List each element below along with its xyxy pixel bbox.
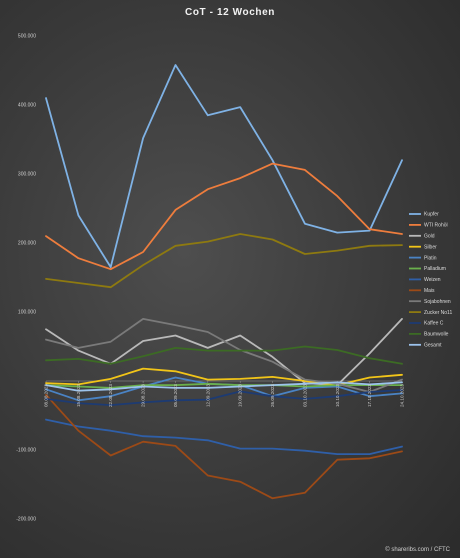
legend-label-sojabohnen: Sojabohnen	[424, 299, 451, 305]
y-tick-label: 100.000	[18, 310, 36, 316]
x-tick-label: 12.09.2023	[205, 384, 210, 407]
series-line-gesamt	[45, 381, 403, 392]
series-line-weizen	[45, 418, 403, 456]
series-line-zucker-no11	[45, 233, 403, 289]
legend-label-kupfer: Kupfer	[424, 212, 439, 218]
x-tick-label: 22.08.2023	[108, 384, 113, 407]
legend-label-gesamt: Gesamt	[424, 343, 442, 349]
source-credit: © shareribs.com / CFTC	[385, 547, 450, 553]
series-line-kaffee-c	[45, 389, 403, 407]
x-tick-label: 29.08.2023	[141, 384, 146, 407]
legend-label-gold: Gold	[424, 234, 435, 240]
x-tick-label: 15.08.2023	[76, 384, 81, 407]
y-tick-label: -200.000	[16, 517, 36, 523]
series-line-wti-roh-l	[45, 162, 403, 271]
legend-label-baumwolle: Baumwolle	[424, 332, 449, 338]
legend-label-wti-roh-l: WTI Rohöl	[424, 223, 448, 229]
series-line-sojabohnen	[45, 317, 403, 393]
legend-label-mais: Mais	[424, 288, 435, 294]
y-tick-label: 400.000	[18, 103, 36, 109]
legend-label-palladium: Palladium	[424, 266, 446, 272]
series-line-mais	[45, 393, 403, 500]
legend-label-kaffee-c: Kaffee C	[424, 321, 444, 327]
x-tick-label: 03.10.2023	[302, 384, 307, 407]
legend-label-platin: Platin	[424, 255, 437, 261]
legend-label-zucker-no11: Zucker No11	[424, 310, 452, 316]
x-tick-label: 24.10.2023	[400, 384, 405, 407]
x-tick-label: 10.10.2023	[335, 384, 340, 407]
x-tick-label: 26.09.2023	[270, 384, 275, 407]
x-tick-label: 05.09.2023	[173, 384, 178, 407]
y-tick-label: 300.000	[18, 172, 36, 178]
series-line-silber	[45, 367, 403, 387]
y-tick-label: 500.000	[18, 34, 36, 40]
legend-label-weizen: Weizen	[424, 277, 441, 283]
x-tick-label: 19.09.2023	[238, 384, 243, 407]
x-tick-label: 08.08.2023	[44, 384, 49, 407]
series-line-kupfer	[45, 64, 403, 269]
y-tick-label: -100.000	[16, 448, 36, 454]
y-tick-label: 200.000	[18, 241, 36, 247]
chart-title: CoT - 12 Wochen	[185, 7, 275, 18]
legend-label-silber: Silber	[424, 244, 437, 250]
x-tick-label: 17.10.2023	[367, 384, 372, 407]
series-line-baumwolle	[45, 345, 403, 365]
